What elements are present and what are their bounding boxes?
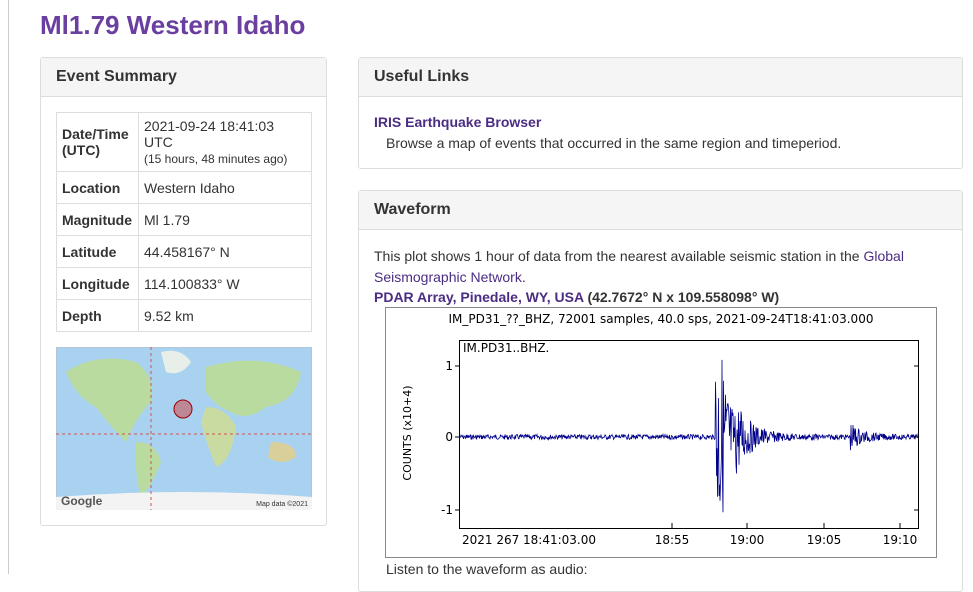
x-tick-label: 19:05 <box>807 533 842 547</box>
x-tick-label: 19:10 <box>883 533 918 547</box>
station-coords: (42.7672° N x 109.558098° W) <box>587 289 780 305</box>
row-label: Location <box>56 171 139 204</box>
row-label: Longitude <box>56 267 139 300</box>
y-label: COUNTS (x10+4) <box>401 385 414 480</box>
x-tick-label: 2021 267 18:41:03.00 <box>462 533 596 547</box>
row: Date/Time (UTC) 2021-09-24 18:41:03 UTC (1… <box>56 112 312 172</box>
row-label: Date/Time (UTC) <box>56 112 139 172</box>
y-tick-label: -1 <box>441 503 453 517</box>
x-tick-label: 18:55 <box>655 533 690 547</box>
row-value: Ml 1.79 <box>138 203 312 236</box>
listen: Listen to the waveform as audio: <box>386 561 588 577</box>
x-tick-label: 19:00 <box>730 533 765 547</box>
network-link[interactable]: Global Seismographic Network <box>374 248 904 285</box>
map-logo: Google <box>61 494 103 508</box>
row-label: Depth <box>56 299 139 332</box>
page-title: Ml1.79 Western Idaho <box>40 10 306 40</box>
row: Magnitude Ml 1.79 <box>56 203 312 236</box>
panel-heading: Useful Links <box>359 58 962 97</box>
value-text: 2021-09-24 18:41:03 UTC <box>144 118 274 150</box>
row-value: 44.458167° N <box>138 235 312 268</box>
panel-heading: Event Summary <box>41 58 326 97</box>
panel-heading: Waveform <box>359 191 962 230</box>
row-value: 2021-09-24 18:41:03 UTC (15 hours, 48 min… <box>138 112 312 172</box>
intro: This plot shows 1 hour of data from the … <box>374 248 860 264</box>
row: Latitude 44.458167° N <box>56 235 312 268</box>
edge <box>8 0 9 574</box>
link[interactable]: IRIS Earthquake Browser <box>374 114 542 130</box>
value-text: Ml 1.79 <box>144 211 190 228</box>
waveform-plot: IM_PD31_??_BHZ, 72001 samples, 40.0 sps,… <box>385 307 937 558</box>
y-tick-label: 0 <box>445 430 453 444</box>
value-text: 44.458167° N <box>144 243 230 260</box>
value-text: 114.100833° W <box>144 275 240 292</box>
row: Depth 9.52 km <box>56 299 312 332</box>
row-value: 9.52 km <box>138 299 312 332</box>
trace-label: IM.PD31..BHZ. <box>463 341 549 355</box>
station-link[interactable]: PDAR Array, Pinedale, WY, USA <box>374 289 584 305</box>
value-text: 9.52 km <box>144 307 194 324</box>
value-text: Western Idaho <box>144 179 235 196</box>
row: Longitude 114.100833° W <box>56 267 312 300</box>
map-attribution: Map data ©2021 <box>256 500 308 508</box>
summary-table: Date/Time (UTC) 2021-09-24 18:41:03 UTC (1… <box>56 112 312 332</box>
plot-title: IM_PD31_??_BHZ, 72001 samples, 40.0 sps,… <box>449 312 874 326</box>
row: Location Western Idaho <box>56 171 312 204</box>
map[interactable]: Google Map data ©2021 <box>56 347 312 510</box>
intro-end: . <box>521 269 526 285</box>
row-label: Magnitude <box>56 203 139 236</box>
y-tick-label: 1 <box>445 359 453 373</box>
event-summary: Event Summary Date/Time (UTC) 2021-09-24 … <box>40 57 327 526</box>
link-description: Browse a map of events that occurred in … <box>386 135 842 151</box>
row-value: 114.100833° W <box>138 267 312 300</box>
row-value: Western Idaho <box>138 171 312 204</box>
page: Ml1.79 Western Idaho Event Summary Date/… <box>8 0 963 592</box>
useful-links: Useful Links IRIS Earthquake Browser Bro… <box>358 57 963 169</box>
row-label: Latitude <box>56 235 139 268</box>
value-note: (15 hours, 48 minutes ago) <box>144 152 288 166</box>
